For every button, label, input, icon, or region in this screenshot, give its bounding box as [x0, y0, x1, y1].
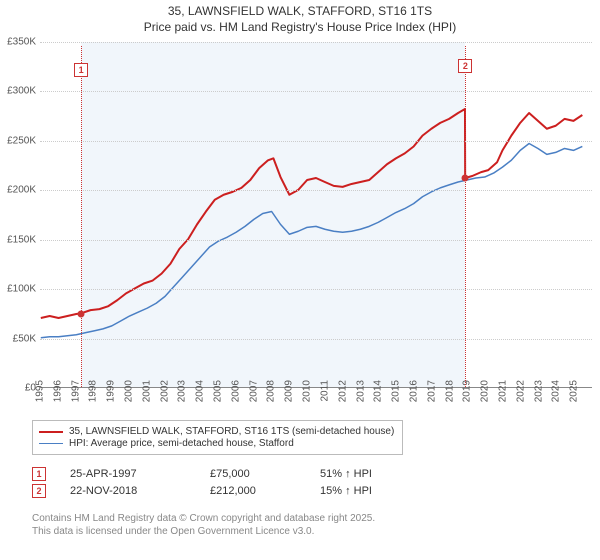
- sales-row-marker: 2: [32, 484, 46, 498]
- x-axis-label: 2021: [497, 380, 508, 402]
- sale-marker-dot: [462, 175, 469, 182]
- sale-marker-line: [465, 46, 466, 387]
- x-axis-label: 2007: [248, 380, 259, 402]
- x-axis-label: 2003: [177, 380, 188, 402]
- legend-swatch: [39, 431, 63, 433]
- x-axis-label: 2022: [515, 380, 526, 402]
- x-axis-label: 2000: [124, 380, 135, 402]
- x-axis-label: 1995: [35, 380, 46, 402]
- chart-gridline: [40, 289, 592, 290]
- x-axis-label: 2012: [337, 380, 348, 402]
- chart-gridline: [40, 42, 592, 43]
- sales-row-date: 25-APR-1997: [70, 468, 210, 480]
- x-axis-label: 2004: [195, 380, 206, 402]
- x-axis-label: 1998: [88, 380, 99, 402]
- y-axis-label: £250K: [0, 135, 36, 146]
- y-axis-label: £200K: [0, 185, 36, 196]
- chart-plot-area: £0£50K£100K£150K£200K£250K£300K£350K1995…: [40, 42, 592, 388]
- x-axis-label: 2014: [373, 380, 384, 402]
- sales-table: 1 25-APR-1997£75,00051% ↑ HPI 2 22-NOV-2018…: [32, 464, 420, 501]
- chart-lines-svg: [40, 42, 592, 387]
- x-axis-label: 1999: [106, 380, 117, 402]
- x-axis-label: 2006: [230, 380, 241, 402]
- chart-gridline: [40, 190, 592, 191]
- title-subtitle: Price paid vs. HM Land Registry's House …: [0, 20, 600, 36]
- sales-row-pct: 15% ↑ HPI: [320, 485, 420, 497]
- y-axis-label: £350K: [0, 37, 36, 48]
- legend-swatch: [39, 443, 63, 444]
- x-axis-label: 2025: [569, 380, 580, 402]
- x-axis-label: 1996: [52, 380, 63, 402]
- chart-legend: 35, LAWNSFIELD WALK, STAFFORD, ST16 1TS …: [32, 420, 403, 455]
- y-axis-label: £50K: [0, 333, 36, 344]
- sales-row-pct: 51% ↑ HPI: [320, 468, 420, 480]
- x-axis-label: 2017: [426, 380, 437, 402]
- x-axis-label: 2002: [159, 380, 170, 402]
- legend-row: 35, LAWNSFIELD WALK, STAFFORD, ST16 1TS …: [39, 426, 394, 437]
- x-axis-label: 2019: [462, 380, 473, 402]
- x-axis-label: 2001: [141, 380, 152, 402]
- chart-gridline: [40, 240, 592, 241]
- legend-row: HPI: Average price, semi-detached house,…: [39, 438, 394, 449]
- y-axis-label: £300K: [0, 86, 36, 97]
- sales-row-price: £75,000: [210, 468, 320, 480]
- title-address: 35, LAWNSFIELD WALK, STAFFORD, ST16 1TS: [0, 4, 600, 20]
- chart-gridline: [40, 141, 592, 142]
- y-axis-label: £100K: [0, 284, 36, 295]
- sale-marker-box: 1: [74, 63, 88, 77]
- sale-marker-line: [81, 46, 82, 387]
- y-axis-label: £150K: [0, 234, 36, 245]
- legend-label: HPI: Average price, semi-detached house,…: [69, 438, 294, 449]
- x-axis-label: 2020: [480, 380, 491, 402]
- footer-line2: This data is licensed under the Open Gov…: [32, 525, 375, 538]
- sales-row-marker: 1: [32, 467, 46, 481]
- x-axis-label: 2005: [213, 380, 224, 402]
- x-axis-label: 2009: [284, 380, 295, 402]
- chart-gridline: [40, 91, 592, 92]
- sale-marker-dot: [78, 310, 85, 317]
- x-axis-label: 2015: [391, 380, 402, 402]
- footer-attribution: Contains HM Land Registry data © Crown c…: [32, 512, 375, 538]
- x-axis-label: 2008: [266, 380, 277, 402]
- x-axis-label: 2011: [319, 380, 330, 402]
- y-axis-label: £0: [0, 383, 36, 394]
- x-axis-label: 1997: [70, 380, 81, 402]
- x-axis-label: 2018: [444, 380, 455, 402]
- sales-row: 2 22-NOV-2018£212,00015% ↑ HPI: [32, 484, 420, 498]
- x-axis-label: 2023: [533, 380, 544, 402]
- footer-line1: Contains HM Land Registry data © Crown c…: [32, 512, 375, 525]
- x-axis-label: 2013: [355, 380, 366, 402]
- x-axis-label: 2010: [302, 380, 313, 402]
- sales-row-price: £212,000: [210, 485, 320, 497]
- sales-row-date: 22-NOV-2018: [70, 485, 210, 497]
- legend-label: 35, LAWNSFIELD WALK, STAFFORD, ST16 1TS …: [69, 426, 394, 437]
- sale-marker-box: 2: [458, 59, 472, 73]
- chart-title: 35, LAWNSFIELD WALK, STAFFORD, ST16 1TS …: [0, 0, 600, 35]
- chart-gridline: [40, 339, 592, 340]
- x-axis-label: 2016: [408, 380, 419, 402]
- x-axis-label: 2024: [551, 380, 562, 402]
- sales-row: 1 25-APR-1997£75,00051% ↑ HPI: [32, 467, 420, 481]
